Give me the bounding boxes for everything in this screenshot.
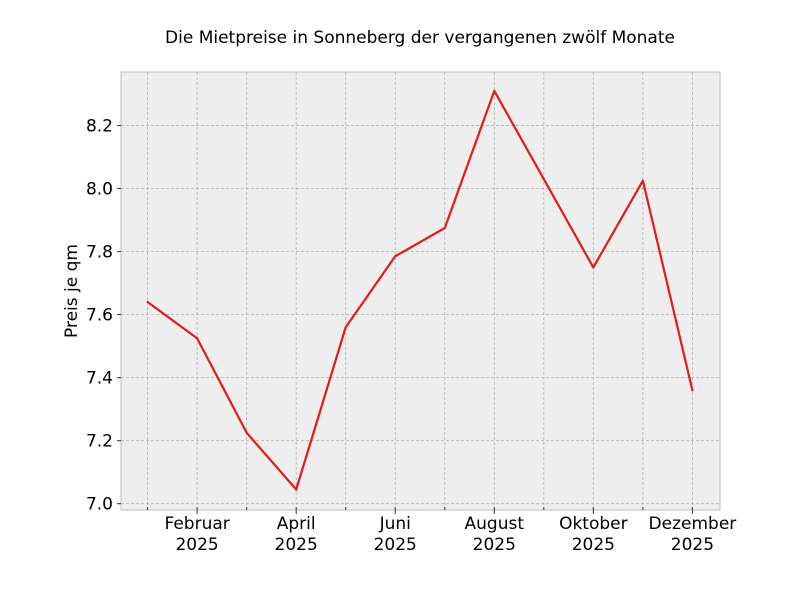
y-tick-label: 8.2 <box>86 117 113 137</box>
x-tick-label-month: Juni <box>379 514 411 534</box>
x-tick-label-year: 2025 <box>572 535 615 555</box>
data-point <box>542 178 545 181</box>
x-tick-label-month: Dezember <box>649 514 737 534</box>
grid <box>121 72 720 510</box>
data-point <box>691 389 694 392</box>
chart-title: Die Mietpreise in Sonneberg der vergange… <box>165 28 675 48</box>
x-tick-label-year: 2025 <box>275 535 318 555</box>
x-tick-label-year: 2025 <box>175 535 218 555</box>
x-tick-label-month: August <box>465 514 525 534</box>
x-tick-label-year: 2025 <box>473 535 516 555</box>
data-point <box>196 337 199 340</box>
x-tick-label-month: Februar <box>164 514 229 534</box>
x-tick-label-month: April <box>277 514 316 534</box>
data-point <box>443 226 446 230</box>
x-tick-label-month: Oktober <box>559 514 628 534</box>
y-tick-label: 7.0 <box>86 495 113 515</box>
data-point <box>295 488 298 491</box>
data-point <box>245 431 248 434</box>
data-point <box>493 89 496 93</box>
y-axis-label: Preis je qm <box>62 244 82 338</box>
x-axis: Februar2025April2025Juni2025August2025Ok… <box>147 507 737 555</box>
data-point <box>344 326 347 329</box>
y-tick-label: 8.0 <box>86 180 113 200</box>
series-line <box>146 89 694 491</box>
y-tick-label: 7.6 <box>86 306 113 326</box>
y-tick-label: 7.2 <box>86 432 113 452</box>
x-tick-label-year: 2025 <box>374 535 417 555</box>
plot-area <box>121 72 720 510</box>
data-point <box>641 179 644 182</box>
plot-frame <box>120 71 721 511</box>
data-point <box>394 255 397 258</box>
x-tick-label-year: 2025 <box>671 535 714 555</box>
y-axis: 7.0 7.2 7.4 7.6 7.8 8.0 8.2 <box>86 117 121 515</box>
y-tick-label: 7.8 <box>86 243 113 263</box>
data-point <box>592 266 595 269</box>
data-point <box>146 300 149 304</box>
y-tick-label: 7.4 <box>86 369 113 389</box>
series-layer <box>146 89 694 491</box>
